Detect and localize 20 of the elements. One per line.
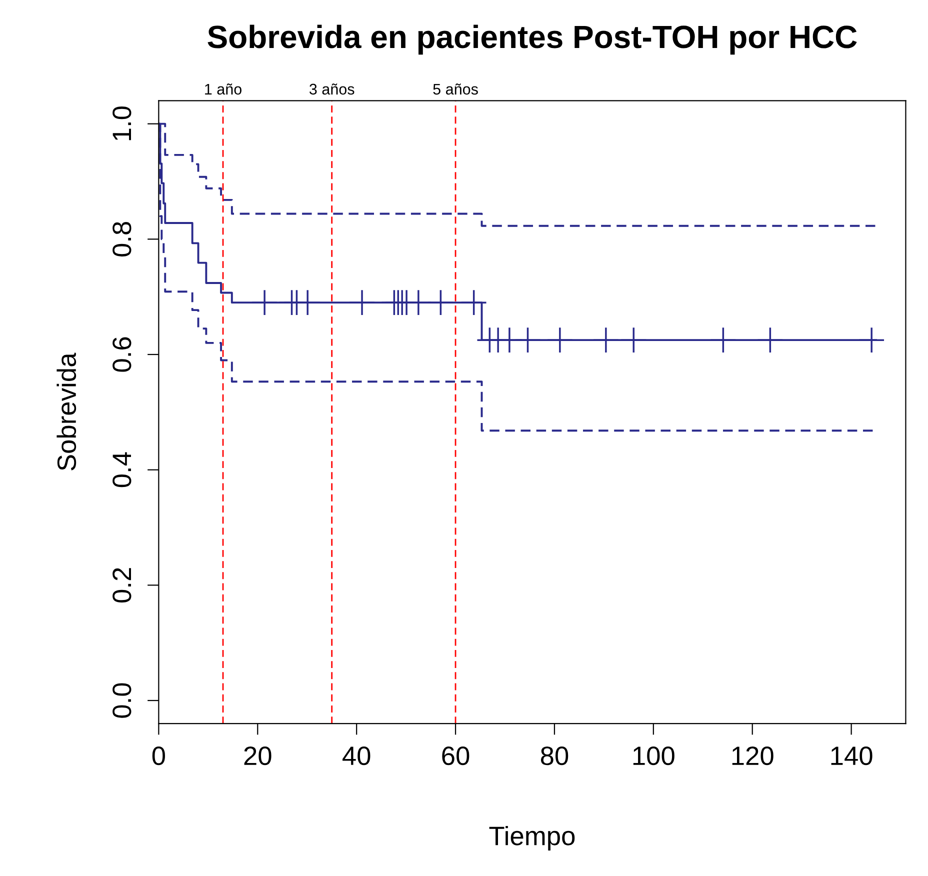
x-tick-label: 120 xyxy=(732,746,774,766)
ref-line-label: 1 año xyxy=(205,83,242,95)
y-axis-title: Sobrevida xyxy=(56,352,76,470)
x-axis-title: Tiempo xyxy=(489,826,575,851)
y-tick-label: 0.0 xyxy=(112,683,132,718)
x-tick-label: 40 xyxy=(342,746,370,766)
x-tick-label: 100 xyxy=(633,746,674,766)
y-tick-label: 0.4 xyxy=(112,452,132,488)
chart-title: Sobrevida en pacientes Post-TOH por HCC xyxy=(208,24,857,55)
ref-line-label: 3 años xyxy=(309,83,354,95)
x-tick-label: 80 xyxy=(540,746,568,766)
x-tick-label: 20 xyxy=(244,746,272,766)
x-tick-label: 0 xyxy=(152,746,165,766)
x-tick-label: 60 xyxy=(442,746,470,766)
x-tick-label: 140 xyxy=(831,746,872,766)
y-tick-label: 0.6 xyxy=(112,337,132,372)
y-tick-label: 0.8 xyxy=(112,222,132,256)
y-tick-label: 1.0 xyxy=(112,106,132,140)
y-tick-label: 0.2 xyxy=(112,568,132,602)
ref-line-label: 5 años xyxy=(433,83,478,95)
